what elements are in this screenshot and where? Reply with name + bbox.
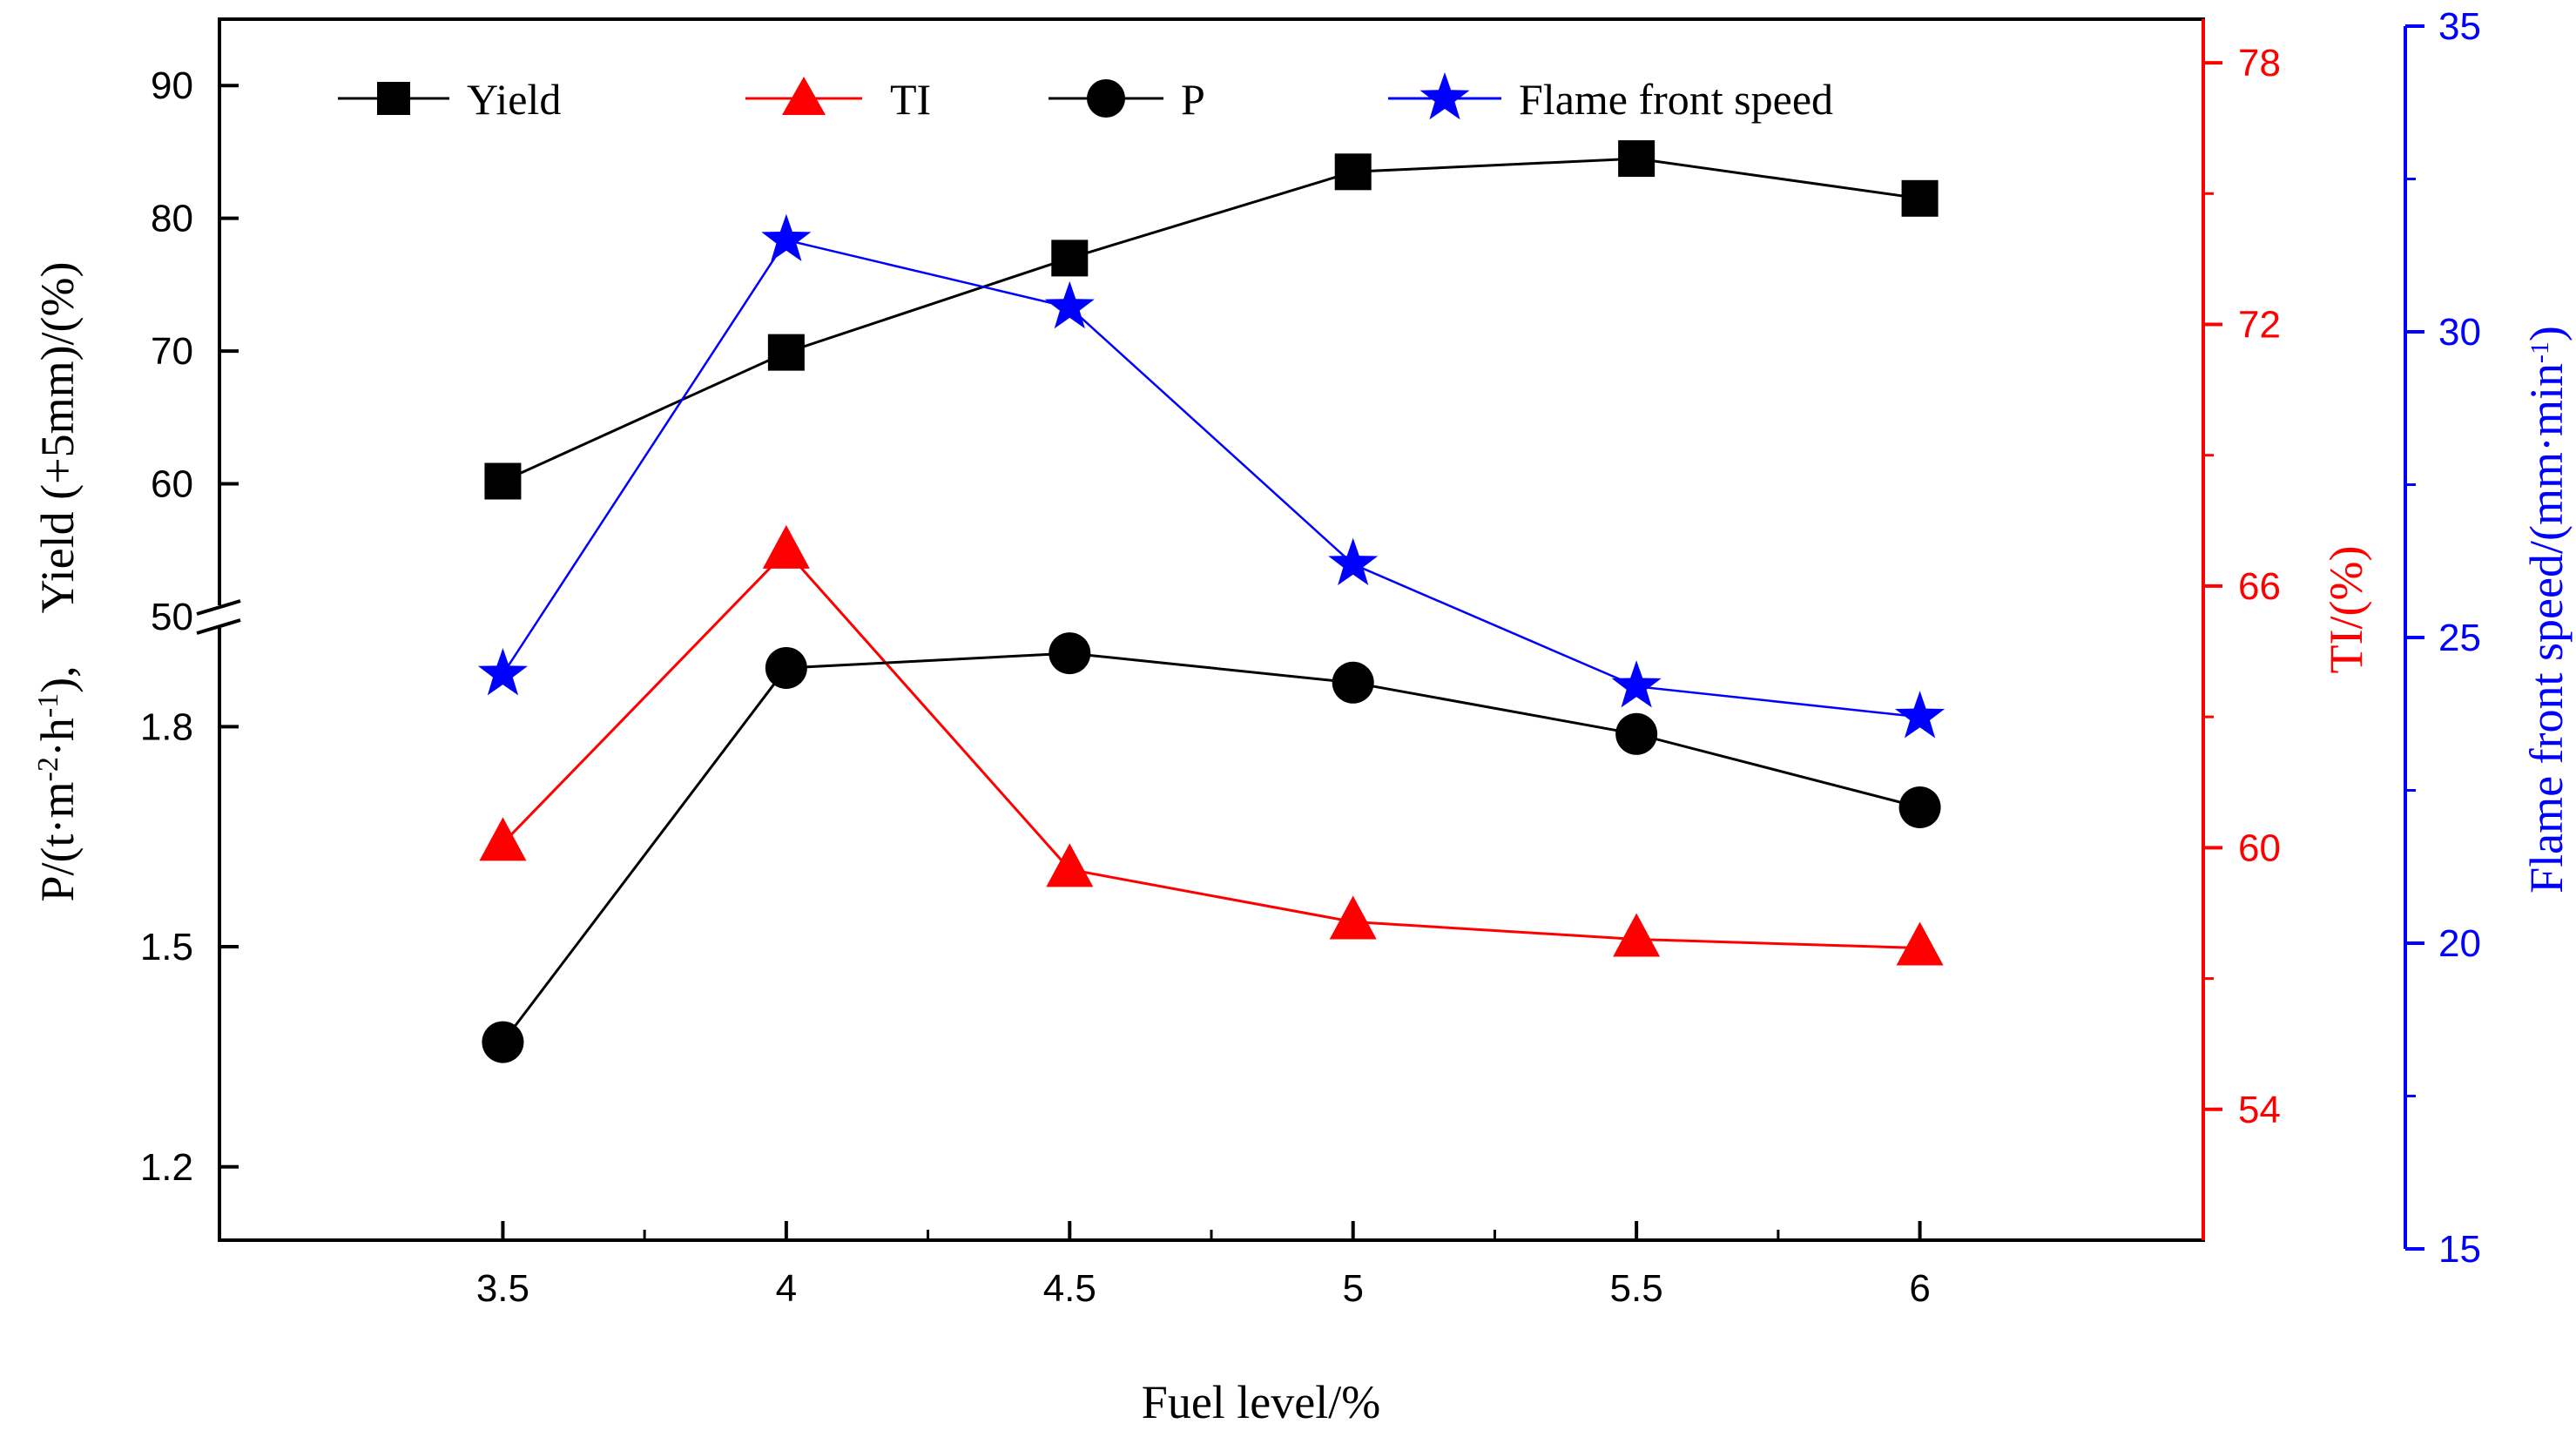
series-line-ti (502, 549, 1920, 949)
ti-tick-label: 60 (2238, 826, 2281, 869)
series-line-flame-front-speed (502, 239, 1920, 718)
yield-tick-label: 60 (151, 463, 193, 506)
legend-label-p: P (1181, 75, 1205, 124)
ti-tick-label: 54 (2238, 1089, 2281, 1131)
x-tick-label: 3.5 (476, 1267, 529, 1310)
p-tick-label: 1.5 (140, 926, 193, 968)
left-axis-title: P/(t·m-2·h-1),Yield (+5mm)/(%) (31, 261, 84, 901)
x-tick-label: 5 (1342, 1267, 1363, 1310)
axis-break (196, 599, 241, 635)
data-point-p (482, 1021, 524, 1063)
data-point-flame-front-speed (761, 213, 812, 261)
data-point-p (1332, 661, 1374, 704)
data-point-ti (479, 817, 527, 861)
data-point-flame-front-speed (1328, 537, 1379, 585)
data-point-ti (1896, 921, 1944, 966)
yield-tick-label: 90 (151, 64, 193, 107)
data-point-ti (1613, 913, 1661, 957)
speed-tick-label: 20 (2438, 922, 2481, 965)
data-point-yield (1051, 239, 1089, 277)
data-point-flame-front-speed (1044, 280, 1095, 329)
speed-tick-label: 25 (2438, 617, 2481, 659)
x-tick-label: 4.5 (1043, 1267, 1096, 1310)
ti-axis-title: TI/(%) (2320, 546, 2372, 674)
data-point-p (1049, 632, 1091, 675)
data-point-p (1898, 786, 1941, 829)
speed-axis-title: Flame front speed/(mm·min-1) (2520, 326, 2573, 894)
data-point-yield (484, 462, 522, 500)
yield-tick-label: 70 (151, 330, 193, 373)
p-tick-label: 1.8 (140, 705, 193, 748)
data-point-yield (1901, 179, 1939, 217)
series-p (482, 632, 1941, 1063)
legend: Yield TI P Flame front speed (338, 72, 1833, 124)
legend-entry-p: P (1049, 75, 1205, 124)
x-tick-label: 6 (1909, 1267, 1930, 1310)
data-point-flame-front-speed (1895, 691, 1945, 739)
series-yield (484, 140, 1939, 500)
data-point-ti (1046, 843, 1094, 887)
ti-tick-label: 78 (2238, 42, 2281, 84)
speed-tick-label: 35 (2438, 5, 2481, 48)
data-point-ti (1329, 895, 1377, 940)
series-ti (479, 524, 1944, 966)
data-point-p (765, 646, 807, 689)
legend-entry-yield: Yield (338, 75, 561, 124)
p-tick-label: 1.2 (140, 1146, 193, 1189)
series-line-p (502, 651, 1920, 1043)
speed-tick-label: 15 (2438, 1228, 2481, 1271)
legend-entry-ti: TI (745, 75, 931, 124)
yield-tick-label: 50 (151, 596, 193, 638)
x-axis-title: Fuel level/% (1142, 1376, 1380, 1428)
data-point-yield (1618, 140, 1656, 178)
x-tick-label: 5.5 (1610, 1267, 1663, 1310)
data-point-p (1615, 712, 1658, 755)
speed-tick-label: 30 (2438, 311, 2481, 354)
legend-label-ti: TI (890, 75, 931, 124)
data-point-flame-front-speed (477, 648, 528, 696)
ti-tick-label: 72 (2238, 304, 2281, 347)
series-flame-front-speed (477, 213, 1945, 739)
legend-label-flame-front-speed: Flame front speed (1519, 75, 1833, 124)
x-tick-label: 4 (776, 1267, 797, 1310)
data-point-ti (762, 524, 810, 569)
data-point-yield (767, 334, 805, 371)
yield-tick-label: 80 (151, 198, 193, 240)
series-line-yield (502, 157, 1920, 482)
legend-entry-flame-front-speed: Flame front speed (1388, 72, 1833, 124)
legend-label-yield: Yield (467, 75, 561, 124)
data-point-yield (1334, 153, 1372, 191)
ti-tick-label: 66 (2238, 565, 2281, 608)
data-point-flame-front-speed (1611, 660, 1662, 708)
